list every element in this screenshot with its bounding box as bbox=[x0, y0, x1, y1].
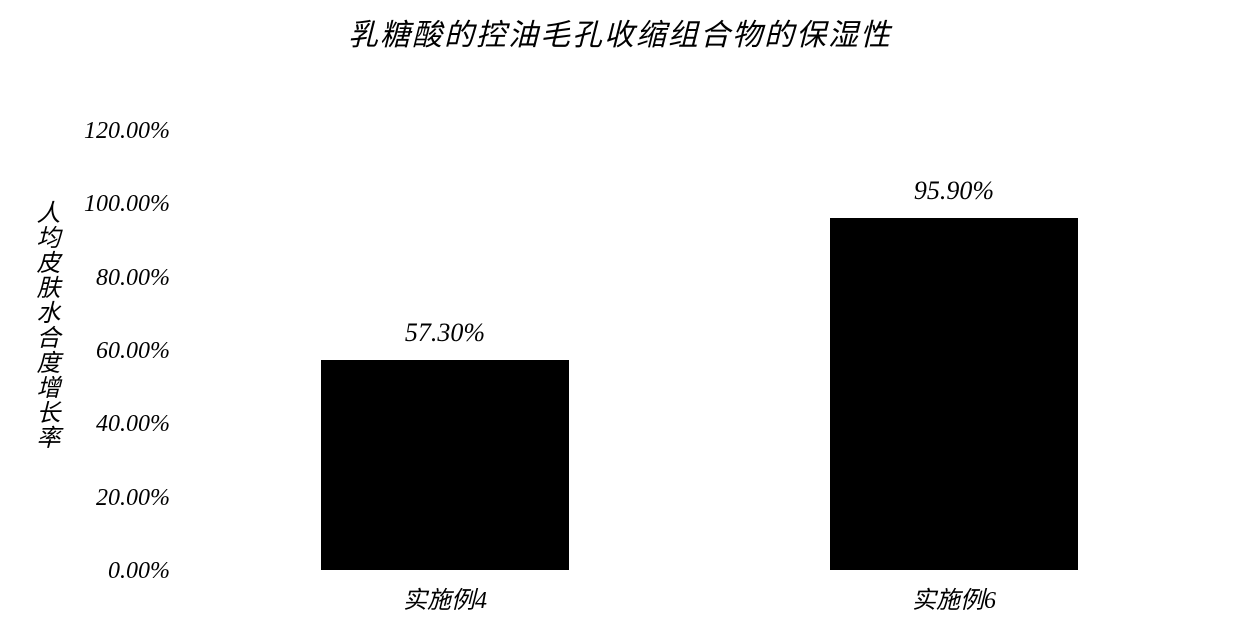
bar bbox=[321, 360, 569, 570]
y-tick-label: 120.00% bbox=[84, 118, 170, 145]
y-tick-label: 40.00% bbox=[96, 411, 170, 438]
bar-value-label: 57.30% bbox=[345, 318, 545, 348]
y-tick-label: 0.00% bbox=[108, 558, 170, 585]
x-category-label: 实施例6 bbox=[854, 580, 1054, 615]
y-axis-label: 人均皮肤水合度增长率 bbox=[28, 200, 63, 450]
y-tick-label: 80.00% bbox=[96, 265, 170, 292]
x-category-label: 实施例4 bbox=[345, 580, 545, 615]
chart-title: 乳糖酸的控油毛孔收缩组合物的保湿性 bbox=[0, 10, 1240, 54]
bar bbox=[830, 218, 1078, 570]
y-tick-label: 100.00% bbox=[84, 191, 170, 218]
y-tick-label: 60.00% bbox=[96, 338, 170, 365]
plot-area: 57.30% 95.90% bbox=[180, 130, 1190, 570]
y-tick-label: 20.00% bbox=[96, 485, 170, 512]
bar-value-label: 95.90% bbox=[854, 176, 1054, 206]
chart-container: 乳糖酸的控油毛孔收缩组合物的保湿性 人均皮肤水合度增长率 0.00% 20.00… bbox=[0, 0, 1240, 641]
